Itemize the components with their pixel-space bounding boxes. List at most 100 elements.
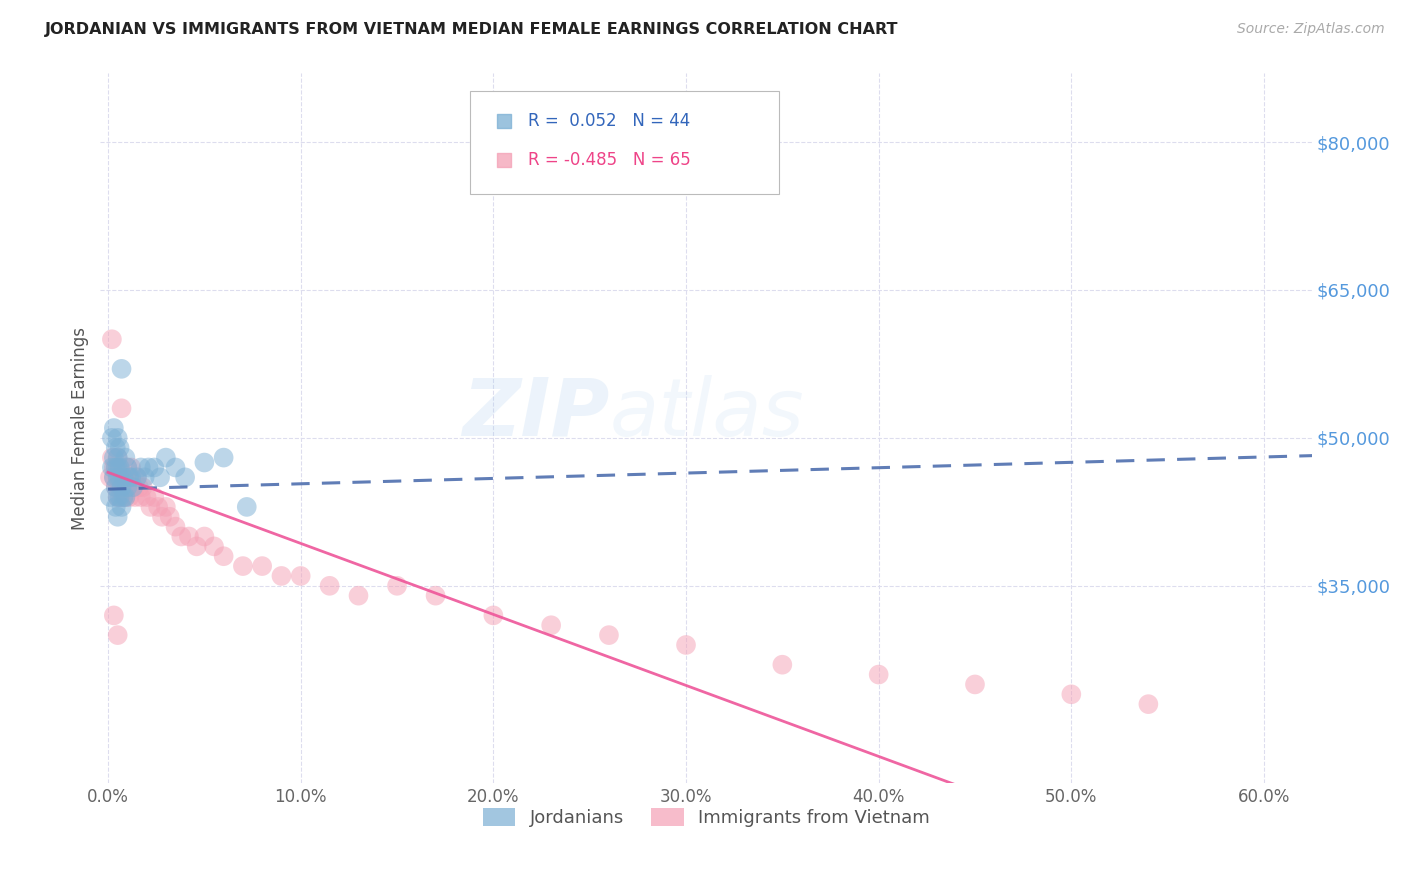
Point <box>103 608 125 623</box>
Point <box>598 628 620 642</box>
Point <box>110 480 132 494</box>
Point <box>108 470 131 484</box>
FancyBboxPatch shape <box>470 91 779 194</box>
Point <box>290 569 312 583</box>
Point <box>104 500 127 514</box>
Y-axis label: Median Female Earnings: Median Female Earnings <box>72 326 89 530</box>
Point <box>1137 697 1160 711</box>
Point <box>120 460 142 475</box>
Point <box>212 450 235 465</box>
Point <box>118 490 141 504</box>
Point <box>963 677 986 691</box>
Text: R =  0.052   N = 44: R = 0.052 N = 44 <box>529 112 690 129</box>
Point <box>114 490 136 504</box>
Point <box>270 569 292 583</box>
Point <box>114 450 136 465</box>
Point <box>138 460 160 475</box>
Text: Source: ZipAtlas.com: Source: ZipAtlas.com <box>1237 22 1385 37</box>
Point <box>129 490 152 504</box>
Point <box>482 608 505 623</box>
Point <box>108 470 131 484</box>
Point <box>104 480 127 494</box>
Text: R = -0.485   N = 65: R = -0.485 N = 65 <box>529 152 690 169</box>
Point <box>125 470 148 484</box>
Point <box>112 470 135 484</box>
Point <box>107 431 129 445</box>
Point <box>110 490 132 504</box>
Point <box>117 460 139 475</box>
Point <box>107 470 129 484</box>
Point <box>103 450 125 465</box>
Point <box>120 480 142 494</box>
Point <box>143 460 166 475</box>
Point <box>675 638 697 652</box>
Point <box>125 470 148 484</box>
Point <box>202 540 225 554</box>
Point <box>98 490 121 504</box>
Point <box>103 460 125 475</box>
Point <box>108 480 131 494</box>
Point <box>110 470 132 484</box>
Point <box>108 490 131 504</box>
Text: ZIP: ZIP <box>463 375 609 453</box>
Point <box>107 490 129 504</box>
Point <box>117 460 139 475</box>
Point <box>170 529 193 543</box>
Legend: Jordanians, Immigrants from Vietnam: Jordanians, Immigrants from Vietnam <box>475 801 936 834</box>
Point <box>318 579 340 593</box>
Point <box>134 470 156 484</box>
Text: JORDANIAN VS IMMIGRANTS FROM VIETNAM MEDIAN FEMALE EARNINGS CORRELATION CHART: JORDANIAN VS IMMIGRANTS FROM VIETNAM MED… <box>45 22 898 37</box>
Point <box>110 401 132 416</box>
Point <box>770 657 793 672</box>
Point <box>385 579 408 593</box>
Point <box>250 559 273 574</box>
Point <box>104 460 127 475</box>
Point <box>117 480 139 494</box>
Point <box>114 490 136 504</box>
Point <box>212 549 235 564</box>
Point <box>425 589 447 603</box>
Point <box>186 540 208 554</box>
Point <box>193 529 215 543</box>
Point <box>193 456 215 470</box>
Point <box>108 460 131 475</box>
Point <box>103 470 125 484</box>
Point <box>155 450 177 465</box>
Point <box>236 500 259 514</box>
Point <box>139 500 162 514</box>
Point <box>232 559 254 574</box>
Point <box>177 529 200 543</box>
Point <box>124 490 146 504</box>
Point <box>347 589 370 603</box>
Point <box>868 667 890 681</box>
Point <box>107 460 129 475</box>
Point <box>122 480 145 494</box>
Point <box>107 509 129 524</box>
Point <box>174 470 197 484</box>
Point <box>112 480 135 494</box>
Point <box>122 480 145 494</box>
Point <box>110 500 132 514</box>
Point <box>104 441 127 455</box>
Point <box>149 470 172 484</box>
Point <box>114 470 136 484</box>
Point <box>107 470 129 484</box>
Point <box>108 441 131 455</box>
Point <box>101 460 124 475</box>
Point <box>118 470 141 484</box>
Point <box>150 509 173 524</box>
Point <box>107 450 129 465</box>
Point <box>107 628 129 642</box>
Point <box>135 490 157 504</box>
Point <box>101 431 124 445</box>
Point <box>118 470 141 484</box>
Point <box>155 500 177 514</box>
Point <box>128 480 150 494</box>
Point <box>104 480 127 494</box>
Point <box>110 361 132 376</box>
Point <box>540 618 562 632</box>
Point <box>107 450 129 465</box>
Point <box>103 470 125 484</box>
Point <box>143 490 166 504</box>
Point <box>112 470 135 484</box>
